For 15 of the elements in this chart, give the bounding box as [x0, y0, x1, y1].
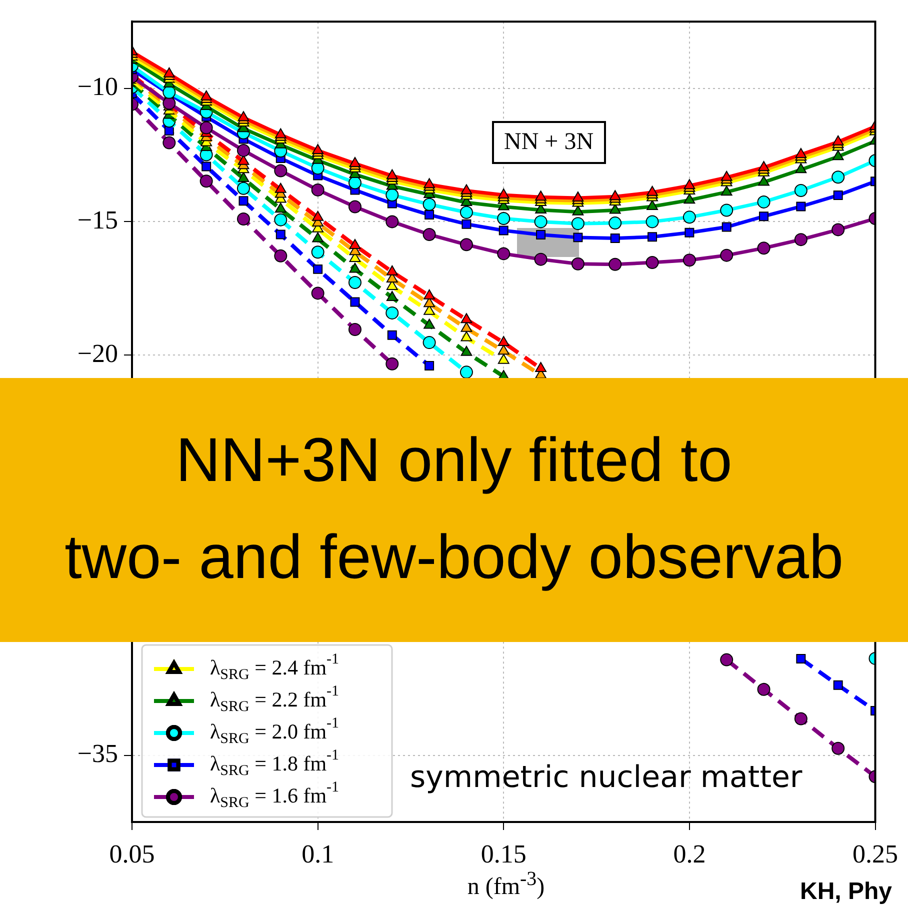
annotation: symmetric nuclear matter	[410, 760, 802, 795]
x-tick-label: 0.1	[302, 839, 334, 868]
x-tick-label: 0.05	[109, 839, 155, 868]
x-tick-label: 0.15	[480, 839, 526, 868]
y-tick-label: −10	[77, 72, 118, 102]
y-tick-label: −35	[77, 739, 118, 768]
annotation: NN + 3N	[492, 121, 606, 164]
text: KH, Phy	[800, 878, 892, 906]
x-tick-label: 0.2	[673, 839, 706, 868]
x-axis-title: n (fm$^{-3}$)	[467, 868, 545, 900]
y-tick-label: −15	[77, 206, 118, 235]
y-tick-label: −20	[77, 338, 118, 368]
annotation: two- and few-body observab	[64, 522, 844, 593]
x-tick-label: 0.25	[852, 839, 898, 868]
annotation: NN+3N only fitted to	[174, 425, 734, 496]
